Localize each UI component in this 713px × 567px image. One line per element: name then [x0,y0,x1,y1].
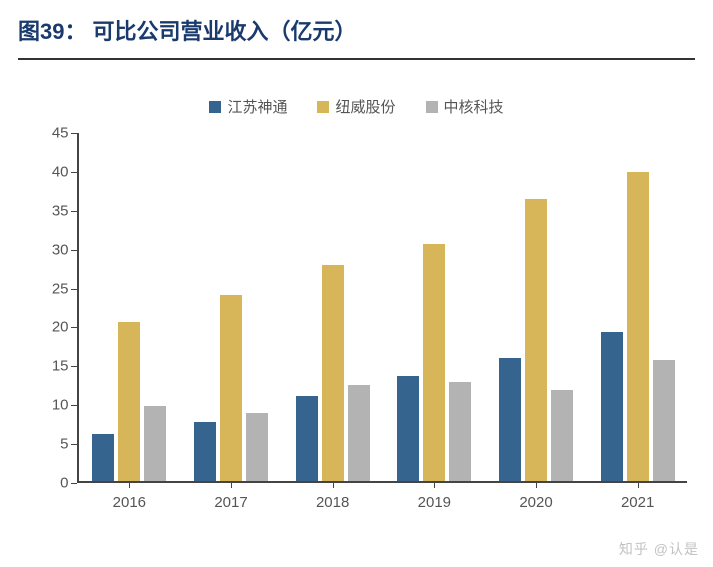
y-tick [71,250,77,251]
y-tick [71,366,77,367]
legend-item: 江苏神通 [209,96,287,117]
chart-title: 可比公司营业收入（亿元） [92,14,356,46]
x-axis-label: 2018 [316,494,349,511]
bar [449,382,471,481]
y-axis-label: 45 [29,125,69,142]
x-tick [231,482,232,488]
bar [551,390,573,481]
bar [525,199,547,481]
bar [144,406,166,481]
x-axis-label: 2021 [621,494,654,511]
bar [194,422,216,481]
legend-swatch [209,101,221,113]
x-tick [434,482,435,488]
bar [601,332,623,481]
bar [246,413,268,481]
legend-swatch [426,101,438,113]
y-axis-label: 35 [29,202,69,219]
y-tick [71,444,77,445]
x-axis-label: 2020 [519,494,552,511]
chart-header: 图39： 可比公司营业收入（亿元） [0,0,713,56]
y-tick [71,133,77,134]
x-tick [536,482,537,488]
y-axis-label: 0 [29,475,69,492]
x-tick [129,482,130,488]
chart-area: 0 5 10 15 20 25 30 35 40 45 2016 2017 2018 2019 2020 20… [17,123,697,523]
y-axis-label: 40 [29,163,69,180]
y-axis-label: 20 [29,319,69,336]
bar [423,244,445,481]
legend-item: 纽威股份 [317,96,395,117]
bar [296,396,318,481]
y-tick [71,405,77,406]
bar [322,265,344,481]
x-tick [638,482,639,488]
bar [397,376,419,481]
legend: 江苏神通 纽威股份 中核科技 [0,60,713,123]
bar [653,360,675,481]
y-axis-label: 30 [29,241,69,258]
legend-swatch [317,101,329,113]
y-axis-label: 5 [29,436,69,453]
x-axis-label: 2019 [418,494,451,511]
bar [92,434,114,481]
y-tick [71,211,77,212]
bar [348,385,370,481]
y-axis-label: 25 [29,280,69,297]
figure-number: 图39： [18,14,86,46]
y-axis-label: 15 [29,358,69,375]
y-tick [71,327,77,328]
bar [220,295,242,481]
bar [627,172,649,481]
y-tick [71,483,77,484]
legend-label: 中核科技 [444,96,504,117]
watermark: 知乎 @认是 [619,539,699,559]
legend-label: 江苏神通 [227,96,287,117]
bar [499,358,521,481]
y-tick [71,172,77,173]
x-axis-label: 2016 [113,494,146,511]
y-tick [71,289,77,290]
x-tick [333,482,334,488]
y-axis-label: 10 [29,397,69,414]
legend-label: 纽威股份 [335,96,395,117]
legend-item: 中核科技 [426,96,504,117]
x-axis-label: 2017 [214,494,247,511]
plot-area: 0510152025303540452016201720182019202020… [77,133,687,483]
bar [118,322,140,481]
